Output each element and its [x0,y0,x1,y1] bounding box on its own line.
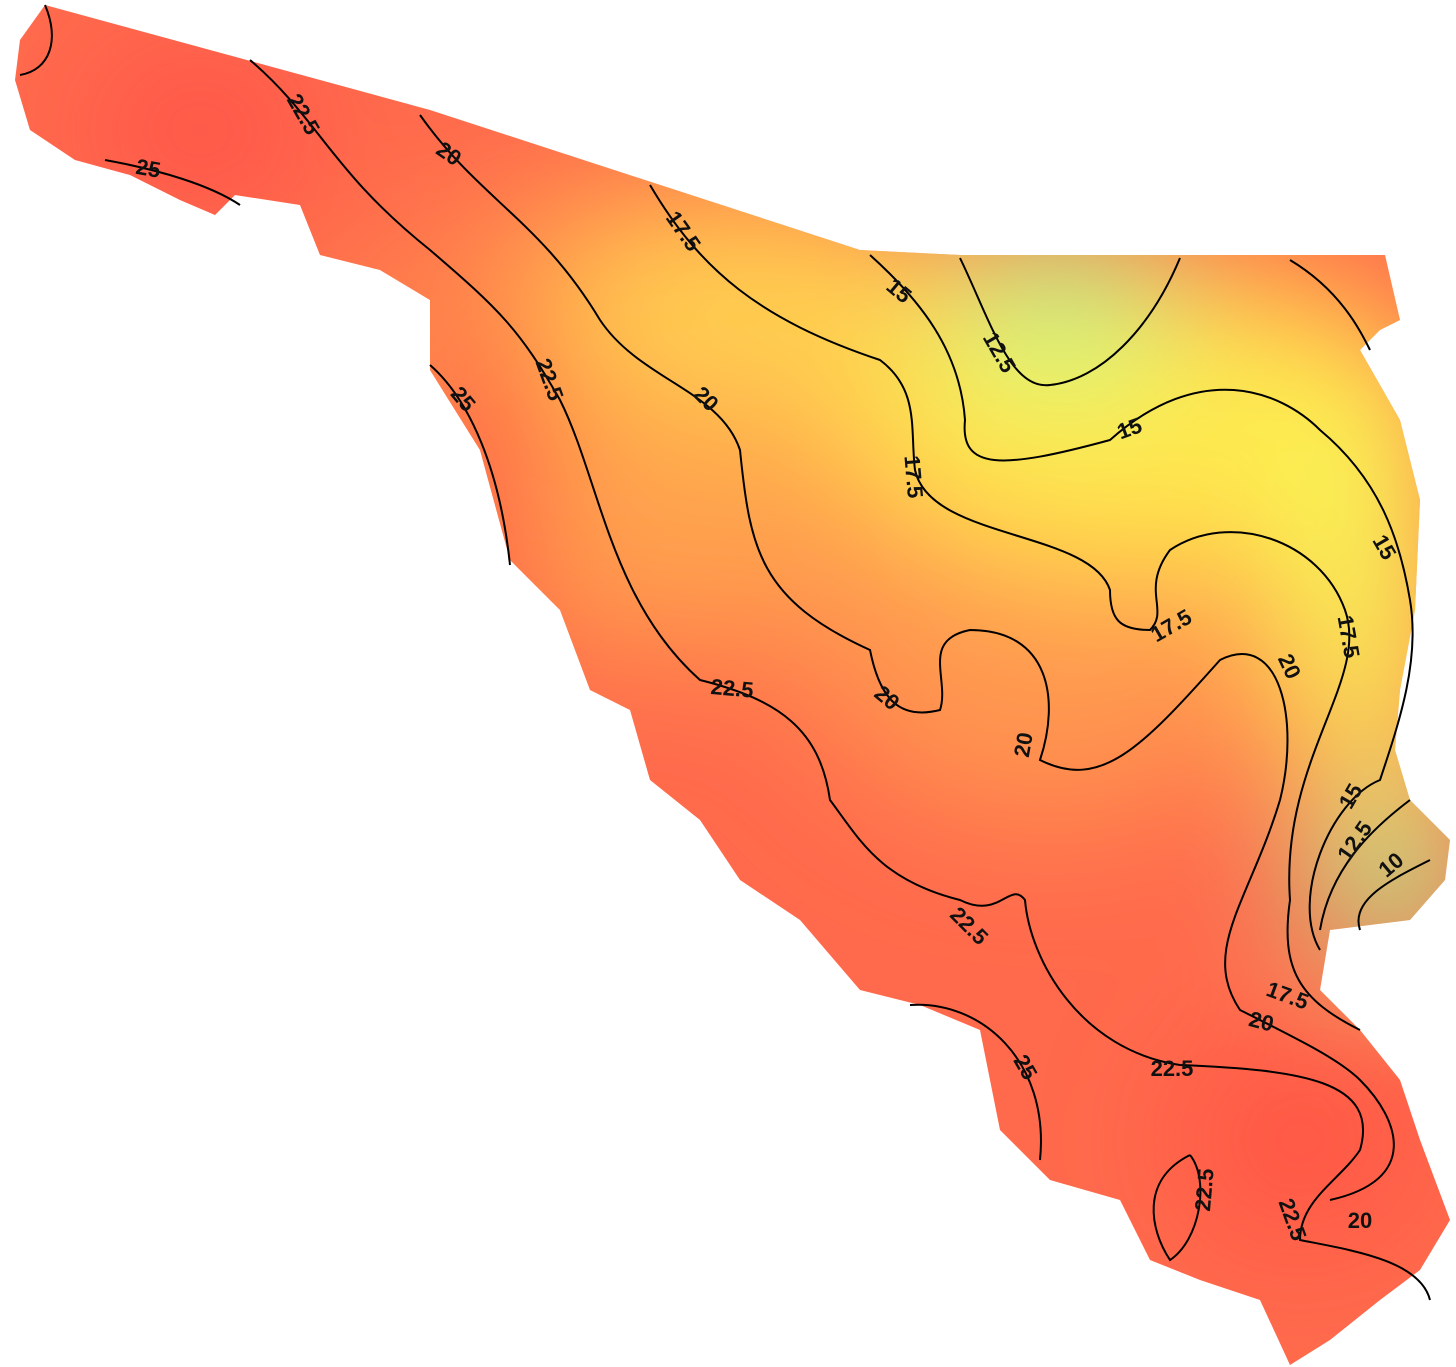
contour-label: 22.5 [1190,1167,1219,1212]
contour-label: 20 [1348,1208,1372,1233]
contour-label: 25 [134,154,162,183]
contour-label: 22.5 [710,674,755,703]
contour-label: 17.5 [899,454,928,499]
contour-lines [19,4,1431,1301]
contour-label: 22.5 [1151,1056,1194,1081]
contour-label: 20 [1009,730,1038,758]
